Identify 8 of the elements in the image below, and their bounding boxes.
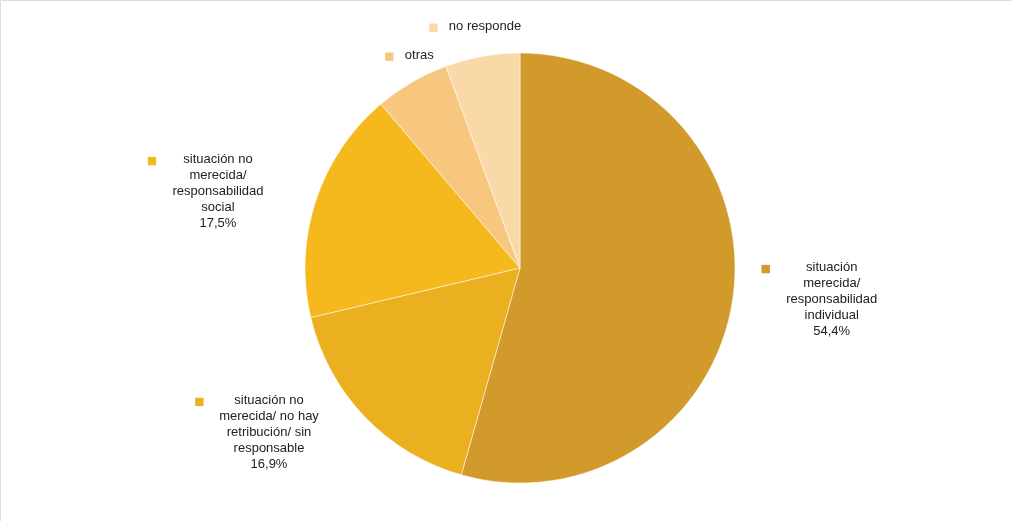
legend-label: no responde <box>448 17 522 33</box>
slice-label: situación merecida/ responsabilidad individual <box>786 259 878 323</box>
legend-label: otras <box>404 46 435 62</box>
data-label: 17,5% <box>199 215 237 231</box>
data-label: 54,4% <box>813 323 851 339</box>
data-label: 16,9% <box>250 455 288 471</box>
legend-label: situación no merecida/ no hay retribución/ sin responsable <box>219 391 320 455</box>
legend-label: situación no merecida/ responsabilidad social <box>172 151 264 215</box>
